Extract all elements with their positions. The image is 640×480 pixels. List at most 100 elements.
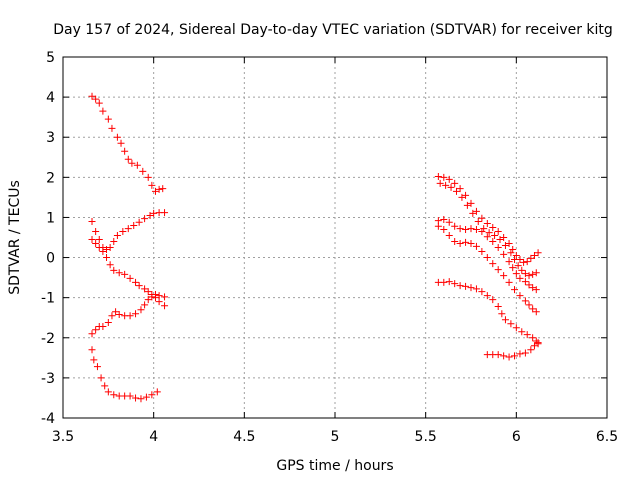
data-point (529, 305, 537, 313)
data-point (130, 221, 138, 229)
y-tick-label: 3 (46, 130, 55, 146)
data-point (521, 270, 529, 278)
data-point (532, 269, 540, 277)
data-point (110, 266, 118, 274)
data-point (97, 374, 105, 382)
data-point (514, 262, 522, 270)
data-point (485, 229, 493, 237)
data-point (489, 238, 497, 246)
data-point (489, 260, 497, 268)
data-point (88, 92, 96, 100)
data-point (155, 298, 163, 306)
data-point (99, 107, 107, 115)
data-point (505, 353, 513, 361)
data-point (161, 302, 169, 310)
data-point (516, 350, 524, 358)
data-point (133, 161, 141, 169)
data-point (440, 173, 448, 181)
data-point (511, 352, 519, 360)
data-point (456, 185, 464, 193)
data-points (88, 92, 542, 403)
data-point (101, 382, 109, 390)
series-arc-6 (434, 173, 542, 266)
data-point (483, 219, 491, 227)
data-point (121, 270, 129, 278)
x-tick-label: 4 (149, 429, 158, 445)
data-point (511, 256, 519, 264)
data-point (155, 185, 163, 193)
data-point (469, 209, 477, 217)
data-point (494, 351, 502, 359)
x-tick-label: 3.5 (52, 429, 74, 445)
data-point (144, 296, 152, 304)
data-point (440, 215, 448, 223)
data-point (530, 342, 538, 350)
data-point (516, 274, 524, 282)
data-point (501, 242, 509, 250)
data-point (93, 363, 101, 371)
grid-lines (63, 57, 607, 418)
data-point (505, 278, 513, 286)
x-tick-label: 6 (512, 429, 521, 445)
data-point (104, 319, 112, 327)
data-point (489, 296, 497, 304)
data-point (529, 270, 537, 278)
data-point (108, 124, 116, 132)
data-point (124, 225, 132, 233)
data-point (108, 312, 116, 320)
data-point (451, 222, 459, 230)
x-tick-label: 4.5 (233, 429, 255, 445)
data-point (478, 214, 486, 222)
data-point (472, 242, 480, 250)
data-point (92, 240, 100, 248)
data-point (512, 252, 520, 260)
data-point (494, 302, 502, 310)
data-point (90, 356, 98, 364)
data-point (521, 349, 529, 357)
data-point (447, 183, 455, 191)
data-point (110, 391, 118, 399)
data-point (137, 395, 145, 403)
data-point (151, 290, 159, 298)
series-arc-9 (434, 222, 540, 316)
data-point (525, 272, 533, 280)
series-arc-7 (436, 179, 540, 280)
data-point (92, 227, 100, 235)
data-point (88, 346, 96, 354)
data-point (494, 227, 502, 235)
data-point (532, 286, 540, 294)
data-point (104, 115, 112, 123)
y-tick-label: 2 (46, 170, 55, 186)
data-point (494, 266, 502, 274)
data-point (132, 278, 140, 286)
data-point (445, 175, 453, 183)
data-point (496, 236, 504, 244)
data-point (88, 217, 96, 225)
data-point (148, 293, 156, 301)
data-point (525, 301, 533, 309)
data-point (121, 147, 129, 155)
data-point (523, 331, 531, 339)
data-point (456, 282, 464, 290)
data-point (529, 284, 537, 292)
x-tick-label: 5 (331, 429, 340, 445)
data-point (500, 250, 508, 258)
data-point (516, 292, 524, 300)
data-point (451, 179, 459, 187)
data-point (137, 306, 145, 314)
data-point (159, 185, 167, 193)
data-point (126, 274, 134, 282)
data-point (104, 388, 112, 396)
data-point (440, 225, 448, 233)
data-point (434, 222, 442, 230)
data-point (148, 391, 156, 399)
y-tick-label: 5 (46, 50, 55, 66)
data-point (521, 278, 529, 286)
data-point (452, 187, 460, 195)
data-point (472, 225, 480, 233)
series-arc-8 (434, 215, 540, 294)
data-point (119, 227, 127, 235)
data-point (92, 326, 100, 334)
data-point (142, 393, 150, 401)
data-point (462, 238, 470, 246)
